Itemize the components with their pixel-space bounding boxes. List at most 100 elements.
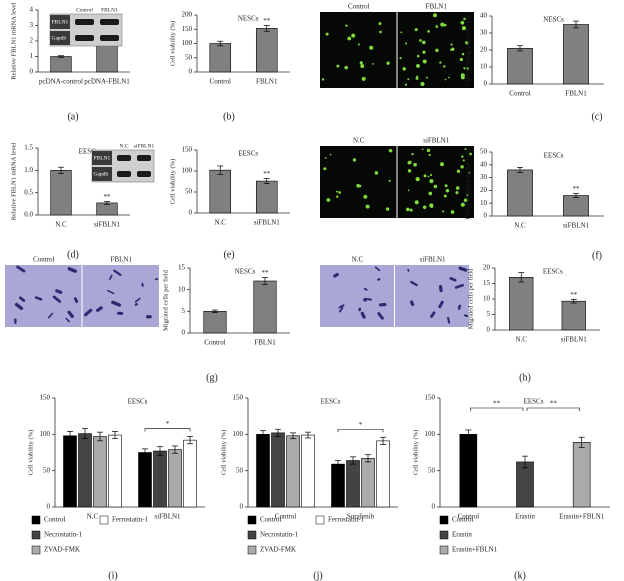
cell (447, 316, 451, 324)
annotation: * (166, 420, 170, 428)
cell (443, 23, 447, 27)
blot-row-bg (92, 151, 112, 165)
cell (325, 32, 329, 36)
legend-label: ZVAD-FMK (44, 546, 80, 554)
error-bar (112, 431, 118, 440)
y-tick-label: 0 (432, 503, 436, 511)
cell (442, 210, 445, 213)
y-axis-label: Relative FBLN1 mRNA level (10, 2, 17, 80)
y-tick-label: 1 (30, 52, 34, 60)
cell (386, 61, 390, 65)
cell (388, 179, 391, 182)
cell (463, 17, 466, 21)
micrograph (320, 146, 397, 218)
cell (379, 30, 382, 34)
bar (78, 433, 92, 508)
error-bar (217, 40, 224, 47)
y-tick-label: 50 (480, 148, 488, 156)
bar (346, 460, 360, 508)
blot-band (117, 155, 131, 161)
error-bar (517, 45, 523, 52)
cell (67, 310, 74, 318)
cell (427, 175, 430, 178)
x-tick-label: siFBLN1 (154, 513, 181, 521)
error-bar (58, 166, 64, 174)
panel-label: (i) (108, 570, 117, 581)
y-tick-label: 15 (178, 264, 186, 272)
error-bar (573, 20, 579, 29)
cell (443, 65, 446, 68)
cell (440, 22, 445, 27)
bar (563, 195, 589, 217)
error-bar (305, 431, 311, 439)
cell (440, 162, 444, 167)
y-tick-label: 50 (43, 466, 51, 474)
cell (323, 167, 327, 171)
error-bar (263, 178, 270, 184)
cell (52, 295, 62, 303)
x-tick-label: FBLN1 (254, 339, 276, 347)
cell (416, 63, 420, 68)
legend-swatch (439, 515, 449, 525)
panel-label: (g) (206, 372, 218, 383)
bar (96, 202, 118, 216)
legend-swatch (247, 530, 257, 540)
y-tick-label: 150 (40, 394, 51, 402)
cell (378, 22, 382, 26)
bar (255, 28, 278, 73)
cell (329, 153, 332, 156)
micrograph (320, 12, 397, 88)
x-tick-label: Erastin (515, 513, 535, 521)
image-label: Control (33, 256, 54, 264)
error-bar (570, 298, 577, 304)
cell (433, 13, 437, 18)
bar (509, 276, 534, 331)
cell (449, 49, 452, 51)
blot-band (137, 155, 151, 161)
bar (507, 169, 533, 217)
chart-title: EESCs (524, 398, 544, 406)
x-tick-label: siFBLN1 (94, 221, 121, 229)
cell (425, 76, 428, 79)
y-tick-label: 150 (182, 25, 193, 33)
panel-label: (e) (223, 249, 234, 260)
legend-swatch (315, 515, 325, 525)
blot-lane-label: N.C (119, 143, 128, 149)
chart-title: NESCs (543, 16, 564, 24)
cell (404, 83, 408, 86)
cell (363, 297, 372, 301)
y-tick-label: 50 (185, 188, 193, 196)
cell (358, 184, 362, 188)
cell (407, 78, 410, 81)
error-bar (187, 436, 193, 445)
cell (321, 78, 325, 81)
error-bar (263, 25, 270, 32)
cell (458, 266, 468, 272)
significance: ** (263, 17, 271, 25)
x-tick-label: N.C (215, 219, 227, 227)
chart-title: EESCs (543, 268, 563, 276)
cell (16, 265, 26, 273)
cell (438, 285, 443, 293)
cell (359, 61, 363, 65)
error-bar (335, 460, 341, 469)
error-bar (172, 445, 178, 454)
y-tick-label: 4 (30, 6, 34, 14)
bracket (526, 407, 580, 411)
cell (73, 297, 79, 303)
image-label: N.C (352, 256, 364, 264)
y-tick-label: 100 (182, 167, 193, 175)
legend-label: Erastin+FBLN1 (452, 546, 498, 554)
micrograph (5, 265, 82, 327)
legend-label: Ferrostatin-1 (328, 516, 365, 524)
cell (454, 283, 464, 289)
cell (407, 161, 411, 165)
error-bar (58, 55, 64, 58)
y-axis-label: Cell viability (%) (220, 430, 227, 476)
bar (209, 169, 232, 214)
cell (450, 43, 453, 46)
y-tick-label: 200 (182, 11, 193, 19)
y-tick-label: 100 (425, 430, 436, 438)
panel-label: (b) (223, 111, 235, 122)
bar (507, 47, 533, 85)
